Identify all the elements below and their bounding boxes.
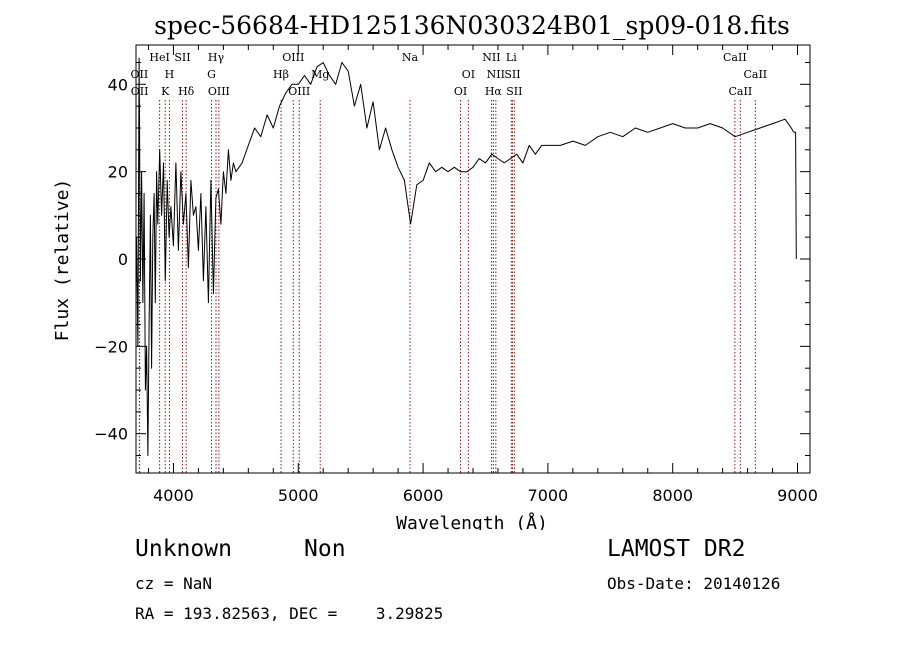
- line-marker-label-20: Li: [506, 51, 517, 64]
- line-marker-label-10: Hβ: [273, 68, 289, 81]
- line-markers: OIIOIIHeIKHSIIHδGHγOIIIHβOIIIOIIIMgNaOIO…: [131, 51, 767, 473]
- line-marker-label-19: NII: [487, 68, 505, 81]
- line-marker-label-16: OI: [462, 68, 475, 81]
- x-tick-label-0: 4000: [153, 486, 194, 505]
- x-tick-label-4: 8000: [652, 486, 693, 505]
- y-tick-label-3: 20: [108, 163, 128, 182]
- line-marker-label-11: OIII: [282, 51, 304, 64]
- x-tick-label-1: 5000: [278, 486, 319, 505]
- spectrum-series: [136, 57, 797, 456]
- x-tick-label-2: 6000: [403, 486, 444, 505]
- y-tick-label-4: 40: [108, 75, 128, 94]
- line-marker-label-3: K: [161, 85, 170, 98]
- line-marker-label-18: Hα: [485, 85, 503, 98]
- observation-date: Obs-Date: 20140126: [607, 574, 781, 593]
- line-marker-label-7: G: [207, 68, 216, 81]
- line-marker-label-5: SII: [174, 51, 190, 64]
- line-marker-label-23: CaII: [723, 51, 747, 64]
- line-marker-label-2: HeI: [149, 51, 169, 64]
- y-tick-label-2: 0: [118, 250, 128, 269]
- y-axis-label: Flux (relative): [52, 179, 73, 342]
- spectrum-line: [136, 57, 797, 456]
- line-marker-label-8: Hγ: [208, 51, 225, 64]
- line-marker-label-17: NII: [482, 51, 500, 64]
- line-marker-label-6: Hδ: [178, 85, 195, 98]
- redshift-cz: cz = NaN: [135, 574, 213, 593]
- line-marker-label-14: Na: [402, 51, 419, 64]
- line-marker-label-24: CaII: [729, 85, 753, 98]
- y-tick-label-1: −20: [94, 337, 128, 356]
- line-marker-label-15: OI: [454, 85, 467, 98]
- x-tick-label-5: 9000: [777, 486, 818, 505]
- ra-dec-coordinates: RA = 193.82563, DEC = 3.29825: [135, 604, 444, 623]
- x-tick-label-3: 7000: [528, 486, 569, 505]
- line-marker-label-12: OIII: [288, 85, 310, 98]
- line-marker-label-22: SII: [506, 85, 522, 98]
- axes: 4000 5000 6000 7000 8000 9000 −40 −20 0 20 40: [94, 45, 818, 505]
- line-marker-label-25: CaII: [743, 68, 767, 81]
- object-class: Non: [304, 536, 346, 562]
- y-tick-label-0: −40: [94, 425, 128, 444]
- x-axis-label: Wavelength (Å): [396, 512, 548, 530]
- line-marker-label-9: OIII: [208, 85, 230, 98]
- plot-frame: [135, 44, 811, 474]
- survey-name: LAMOST DR2: [607, 536, 746, 562]
- line-marker-label-21: SII: [504, 68, 520, 81]
- object-type: Unknown: [135, 536, 232, 562]
- spectrum-chart: spec-56684-HD125136N030324B01_sp09-018.f…: [52, 11, 818, 530]
- line-marker-label-4: H: [165, 68, 175, 81]
- chart-title: spec-56684-HD125136N030324B01_sp09-018.f…: [154, 11, 790, 40]
